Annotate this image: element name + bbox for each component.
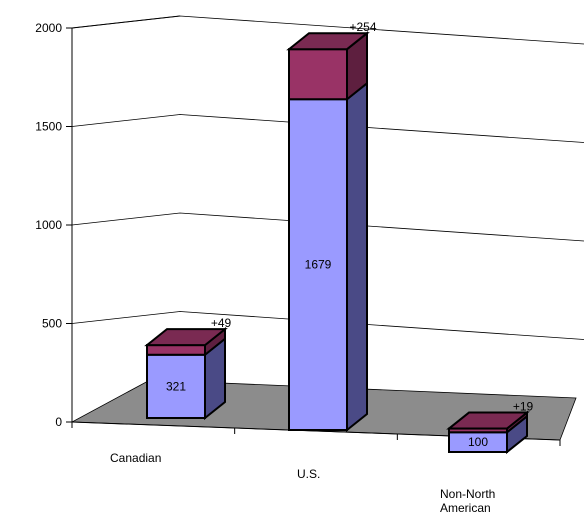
data-label-base: 1679 <box>305 258 332 272</box>
data-label-base: 100 <box>468 435 488 449</box>
bar-segment-base-side <box>346 81 368 433</box>
bar-0 <box>144 327 228 421</box>
gridline <box>71 212 584 242</box>
x-category-label: U.S. <box>297 467 320 481</box>
data-label-increment: +49 <box>211 316 232 330</box>
bar-top-face <box>144 328 228 347</box>
bar-segment-base <box>288 98 348 431</box>
bar-segment-increment <box>288 48 348 101</box>
gridline <box>71 114 584 143</box>
data-label-base: 321 <box>166 379 186 393</box>
y-tick-label: 1500 <box>35 120 62 134</box>
y-tick-label: 0 <box>55 415 62 429</box>
y-tick-label: 500 <box>42 317 62 331</box>
bar-segment-increment <box>146 344 206 356</box>
bars <box>144 31 530 455</box>
data-label-increment: +19 <box>513 400 534 414</box>
gridline <box>71 311 584 340</box>
labels: 0 500 1000 1500 2000 321 +49 1679 +254 100 +19 Cana… <box>35 20 533 515</box>
x-category-label: Canadian <box>110 451 161 465</box>
bar-1 <box>286 31 370 433</box>
bar-top-face <box>286 32 370 51</box>
data-label-increment: +254 <box>349 20 376 34</box>
bar-top-face <box>446 411 530 430</box>
y-tick-label: 1000 <box>35 218 62 232</box>
gridline <box>71 15 584 45</box>
x-category-label: Non-North American <box>440 487 495 515</box>
y-tick-label: 2000 <box>35 21 62 35</box>
bar-2 <box>446 410 530 455</box>
gridlines <box>71 15 584 340</box>
bar-segment-base <box>146 353 206 419</box>
